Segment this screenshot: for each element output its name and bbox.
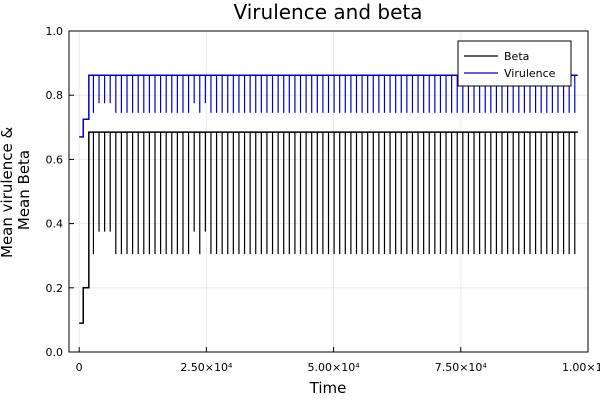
x-axis-ticks: 0 2.50×10⁴ 5.00×10⁴ 7.50×10⁴ 1.00×10⁵ <box>76 347 600 374</box>
y-tick-label: 0.4 <box>46 218 64 231</box>
series-beta <box>79 131 578 324</box>
y-tick-label: 1.0 <box>46 25 64 38</box>
legend-box <box>457 40 572 87</box>
x-tick-label: 7.50×10⁴ <box>435 361 488 374</box>
y-tick-label: 0.2 <box>46 282 64 295</box>
chart-title: Virulence and beta <box>234 0 423 24</box>
y-axis-ticks: 0.0 0.2 0.4 0.6 0.8 1.0 <box>46 25 74 359</box>
plot-frame <box>68 30 589 353</box>
legend: Beta Virulence <box>457 40 572 87</box>
y-axis-label: Mean virulence & Mean Beta <box>0 122 33 258</box>
series-layer <box>79 74 578 324</box>
series-line-virulence <box>79 74 578 138</box>
y-axis-label-line-2: Mean Beta <box>15 150 33 230</box>
series-virulence <box>79 74 578 138</box>
y-tick-label: 0.0 <box>46 346 64 359</box>
y-axis-label-line-1: Mean virulence & <box>0 126 16 258</box>
x-tick-label: 5.00×10⁴ <box>308 361 361 374</box>
y-tick-label: 0.6 <box>46 153 64 166</box>
x-tick-label: 1.00×10⁵ <box>562 361 600 374</box>
x-tick-label: 2.50×10⁴ <box>180 361 233 374</box>
legend-label-beta: Beta <box>504 50 529 63</box>
x-axis-label: Time <box>309 379 347 397</box>
x-tick-label: 0 <box>76 361 83 374</box>
legend-label-virulence: Virulence <box>504 67 556 80</box>
series-line-beta <box>79 131 578 324</box>
y-tick-label: 0.8 <box>46 89 64 102</box>
